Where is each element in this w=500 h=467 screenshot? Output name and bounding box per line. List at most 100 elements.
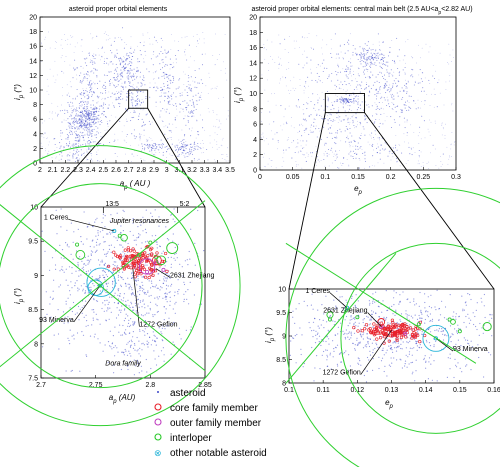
asteroid-point (121, 27, 124, 29)
asteroid-point (372, 358, 374, 360)
asteroid-point (417, 340, 419, 342)
asteroid-point (137, 88, 140, 90)
asteroid-point (340, 96, 342, 98)
asteroid-point (145, 114, 147, 116)
asteroid-point (353, 102, 355, 104)
asteroid-point (101, 270, 104, 272)
asteroid-point (432, 144, 434, 146)
asteroid-point (176, 257, 178, 259)
asteroid-point (337, 53, 340, 55)
asteroid-point (188, 303, 190, 305)
asteroid-point (104, 31, 106, 33)
asteroid-point (187, 115, 189, 117)
asteroid-point (445, 81, 447, 83)
asteroid-point (139, 289, 141, 292)
asteroid-point (214, 132, 216, 134)
asteroid-point (428, 357, 431, 359)
asteroid-point (107, 308, 109, 310)
asteroid-point (371, 313, 373, 315)
asteroid-point (81, 132, 83, 134)
asteroid-point (130, 339, 132, 341)
asteroid-point (131, 103, 133, 105)
asteroid-point (99, 264, 101, 266)
asteroid-point (62, 95, 63, 97)
asteroid-point (383, 77, 385, 79)
asteroid-point (357, 316, 359, 318)
asteroid-point (309, 327, 311, 329)
asteroid-point (346, 76, 348, 78)
asteroid-point (360, 85, 362, 87)
asteroid-point (312, 48, 315, 50)
asteroid-point (90, 104, 92, 106)
asteroid-point (386, 104, 388, 107)
asteroid-point (215, 161, 216, 163)
asteroid-point (141, 82, 143, 85)
asteroid-point (165, 92, 167, 94)
asteroid-point (391, 59, 394, 62)
asteroid-point (443, 317, 446, 319)
asteroid-point (481, 301, 483, 303)
asteroid-point (465, 304, 467, 306)
asteroid-point (122, 91, 124, 93)
bottom-left-x-label: ap (AU) (109, 393, 136, 405)
asteroid-point (278, 63, 280, 65)
asteroid-point (146, 371, 148, 373)
asteroid-point (69, 146, 72, 148)
asteroid-point (65, 142, 68, 145)
asteroid-point (351, 135, 353, 137)
asteroid-point (158, 216, 160, 218)
asteroid-point (359, 61, 361, 63)
asteroid-point (194, 140, 196, 142)
asteroid-point (285, 85, 287, 87)
asteroid-point (142, 284, 144, 286)
asteroid-point (389, 72, 391, 74)
asteroid-point (97, 232, 99, 234)
asteroid-point (175, 149, 177, 151)
asteroid-point (143, 41, 145, 43)
asteroid-point (279, 43, 281, 45)
asteroid-point (125, 66, 127, 68)
asteroid-point (490, 354, 492, 356)
asteroid-point (314, 342, 317, 344)
asteroid-point (118, 102, 120, 104)
asteroid-point (355, 325, 357, 327)
asteroid-point (119, 73, 121, 75)
asteroid-point (166, 145, 168, 147)
y-tick-label: 8 (34, 341, 38, 348)
asteroid-point (79, 124, 82, 126)
asteroid-point (295, 362, 297, 364)
asteroid-point (379, 149, 381, 151)
asteroid-point (188, 154, 190, 156)
asteroid-point (92, 251, 94, 253)
core-family-point (114, 253, 118, 257)
asteroid-point (308, 33, 310, 34)
asteroid-point (337, 79, 339, 81)
asteroid-point (92, 55, 94, 57)
asteroid-point (186, 105, 188, 107)
asteroid-point (126, 58, 128, 60)
asteroid-point (315, 334, 317, 336)
asteroid-point (380, 67, 382, 69)
asteroid-point (354, 127, 355, 129)
asteroid-point (140, 286, 142, 288)
asteroid-point (323, 98, 325, 101)
asteroid-point (102, 104, 105, 106)
asteroid-point (336, 53, 338, 55)
asteroid-point (105, 274, 107, 276)
asteroid-point (91, 95, 93, 97)
asteroid-point (120, 72, 122, 74)
asteroid-point (183, 300, 185, 303)
core-family-point (387, 339, 391, 343)
asteroid-point (71, 267, 73, 269)
asteroid-point (413, 300, 415, 302)
asteroid-point (135, 136, 138, 138)
asteroid-point (59, 270, 61, 272)
asteroid-point (378, 41, 380, 43)
asteroid-point (135, 310, 137, 312)
asteroid-point (74, 143, 76, 145)
asteroid-point (423, 357, 425, 359)
asteroid-point (128, 81, 130, 83)
asteroid-point (335, 306, 337, 308)
asteroid-point (387, 323, 389, 325)
asteroid-point (124, 69, 126, 71)
